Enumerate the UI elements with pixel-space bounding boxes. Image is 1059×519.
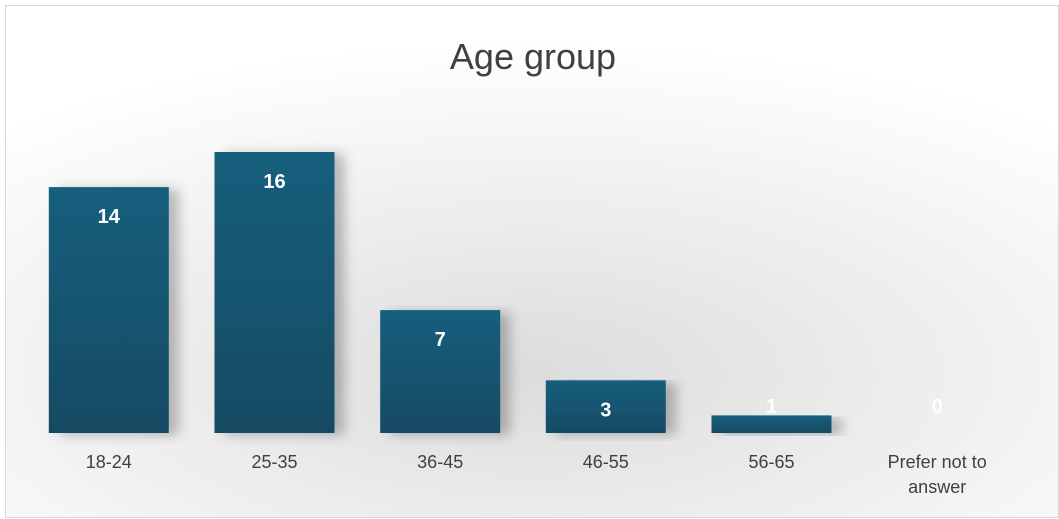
bar-18-24 — [48, 187, 169, 433]
bar-chart: 14 16 7 3 1 0 18-24 25-35 36-45 46-55 56-65 Prefer… — [48, 152, 987, 497]
data-label: 14 — [98, 206, 121, 228]
data-label: 1 — [766, 396, 777, 418]
x-tick-label: 46-55 — [583, 452, 629, 472]
chart-title: Age group — [449, 36, 617, 77]
data-label: 3 — [600, 399, 611, 421]
x-tick-label: 25-35 — [251, 452, 297, 472]
x-tick-label: 18-24 — [86, 452, 132, 472]
x-tick-label: 56-65 — [748, 452, 794, 472]
bar-46-55 — [545, 380, 666, 433]
chart-area: Age group 14 16 7 3 1 0 18-24 25-35 36-45 46-55 5… — [5, 5, 1059, 518]
x-tick-label: Prefer not to answer — [888, 452, 987, 497]
x-tick-label: 36-45 — [417, 452, 463, 472]
data-label: 7 — [435, 329, 446, 351]
data-label: 16 — [263, 171, 285, 193]
x-axis-ticks: 18-24 25-35 36-45 46-55 56-65 Prefer not to an… — [86, 452, 987, 497]
bar-36-45 — [380, 310, 501, 433]
bar-25-35 — [214, 152, 335, 433]
bar-56-65 — [711, 415, 832, 433]
data-label: 0 — [932, 396, 943, 418]
bars-layer: 14 16 7 3 1 0 — [48, 152, 943, 433]
